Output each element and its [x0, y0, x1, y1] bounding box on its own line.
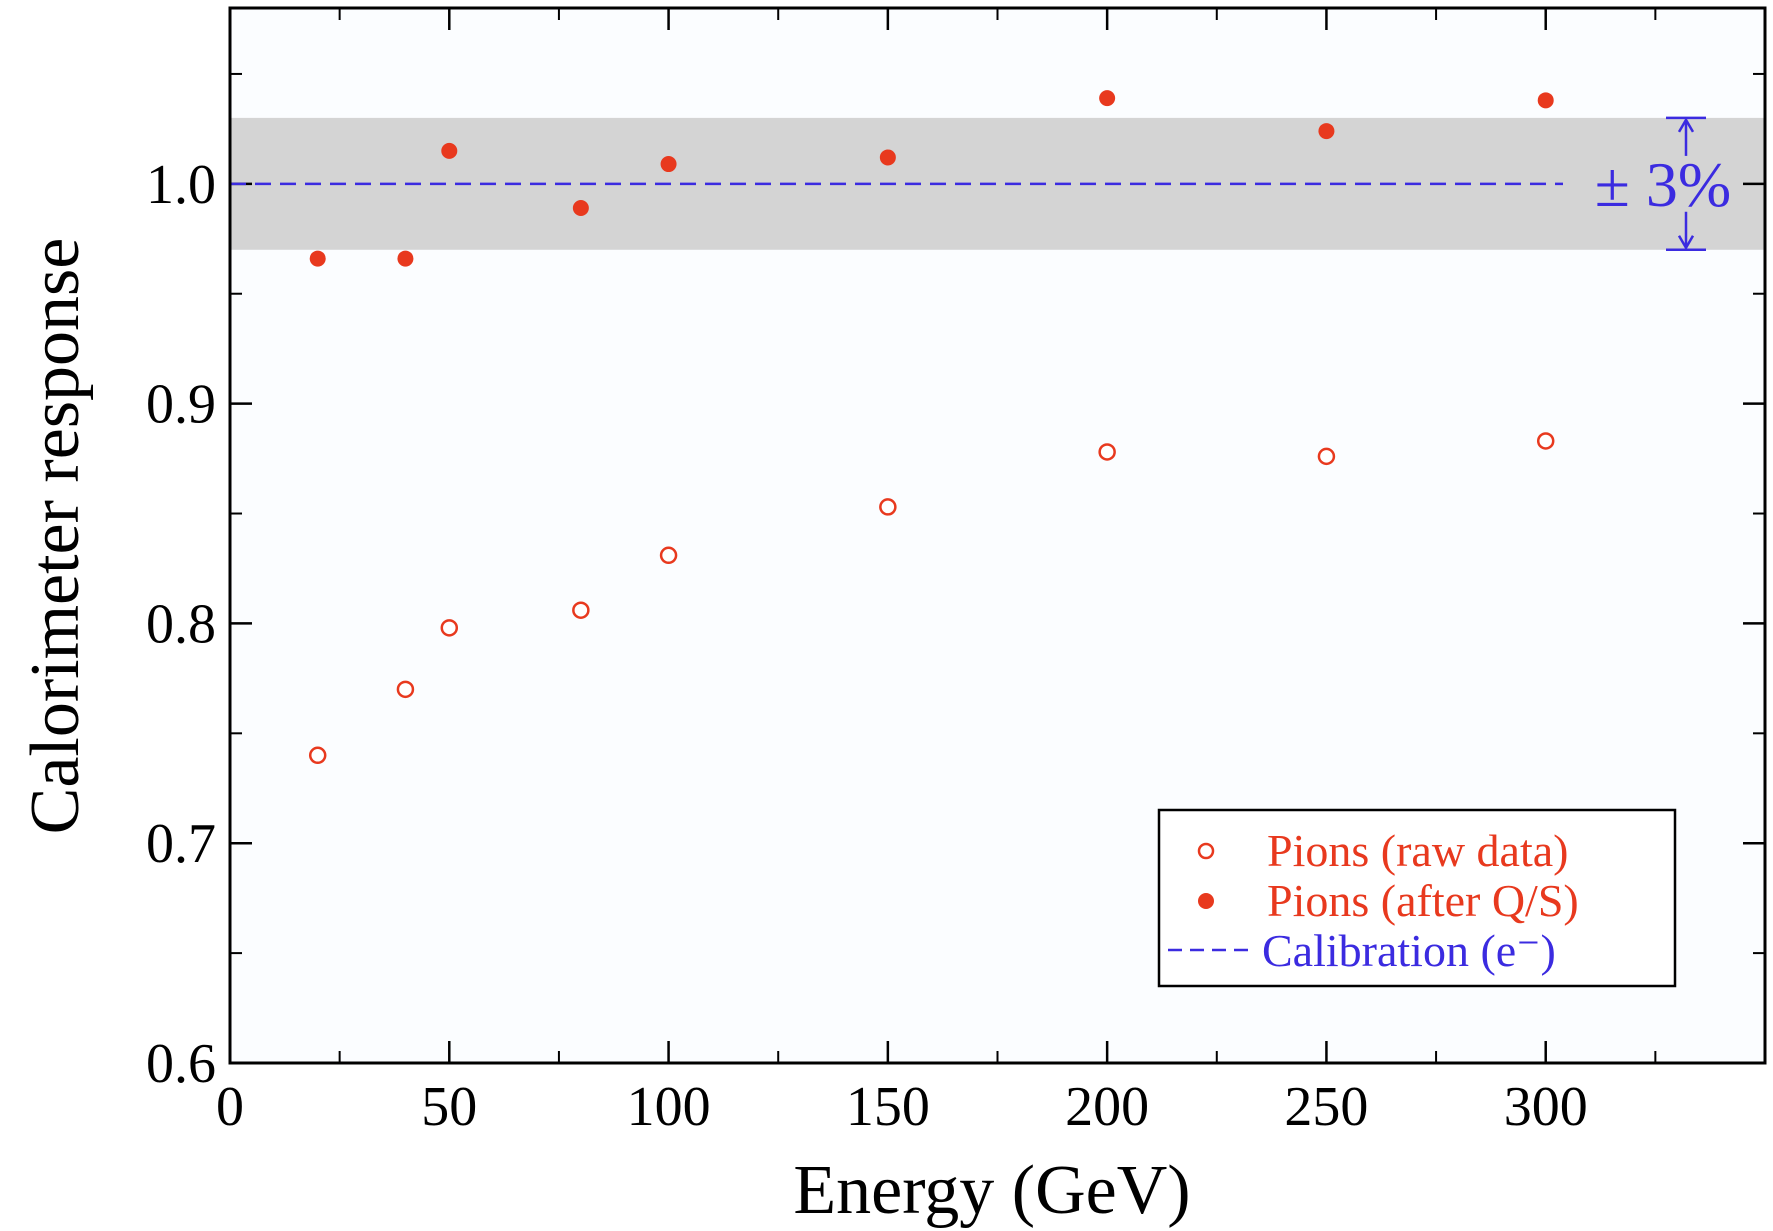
- after-qs-data-point: [572, 200, 589, 217]
- raw-data-point: [1098, 443, 1116, 461]
- y-tick-label: 0.7: [146, 813, 216, 875]
- after-qs-data-point: [1099, 90, 1116, 107]
- x-tick-label: 0: [216, 1076, 244, 1138]
- raw-data-point: [308, 746, 327, 765]
- after-qs-data-point: [1318, 123, 1335, 140]
- after-qs-data-point: [397, 250, 414, 267]
- y-tick-label: 1.0: [146, 154, 216, 216]
- raw-data-point: [659, 546, 678, 565]
- raw-data-point: [440, 619, 459, 637]
- x-tick-label: 200: [1065, 1076, 1149, 1138]
- x-tick-label: 300: [1504, 1076, 1588, 1138]
- data-points: [308, 90, 1555, 765]
- after-qs-data-point: [1537, 92, 1554, 109]
- legend: Pions (raw data) Pions (after Q/S) Calib…: [1157, 808, 1677, 988]
- x-tick-labels: 0 50 100 150 200 250 300: [216, 1076, 1588, 1138]
- raw-data-point: [572, 601, 590, 619]
- legend-filled-circle-marker: [1198, 893, 1214, 909]
- legend-open-circle-marker: [1197, 842, 1215, 860]
- legend-box: [1157, 808, 1677, 988]
- legend-label-calibration: Calibration (e⁻): [1262, 925, 1556, 976]
- after-qs-data-point: [660, 156, 677, 173]
- legend-label-after-qs: Pions (after Q/S): [1267, 875, 1579, 926]
- y-tick-label: 0.8: [146, 593, 216, 655]
- x-tick-label: 250: [1284, 1076, 1368, 1138]
- band-annotation: ± 3%: [1595, 116, 1731, 252]
- y-axis-title: Calorimeter response: [17, 238, 94, 835]
- tick-marks: [228, 8, 1765, 1065]
- raw-data-point: [879, 498, 897, 516]
- legend-label-raw: Pions (raw data): [1267, 825, 1568, 876]
- y-tick-labels: 0.6 0.7 0.8 0.9 1.0: [146, 154, 216, 1095]
- x-axis-title: Energy (GeV): [793, 1152, 1190, 1229]
- y-tick-label: 0.6: [146, 1033, 216, 1095]
- raw-data-point: [1536, 432, 1555, 450]
- band-label: ± 3%: [1595, 149, 1731, 220]
- x-tick-label: 50: [421, 1076, 477, 1138]
- y-tick-label: 0.9: [146, 374, 216, 436]
- arrow-down-icon: [1677, 235, 1695, 251]
- after-qs-data-point: [441, 142, 458, 159]
- after-qs-data-point: [879, 149, 896, 166]
- plot-frame: [228, 6, 1767, 1065]
- x-tick-label: 100: [627, 1076, 711, 1138]
- raw-data-point: [396, 680, 415, 699]
- arrow-up-icon: [1677, 117, 1695, 133]
- after-qs-data-point: [309, 250, 326, 267]
- x-tick-label: 150: [846, 1076, 930, 1138]
- raw-data-point: [1317, 447, 1336, 466]
